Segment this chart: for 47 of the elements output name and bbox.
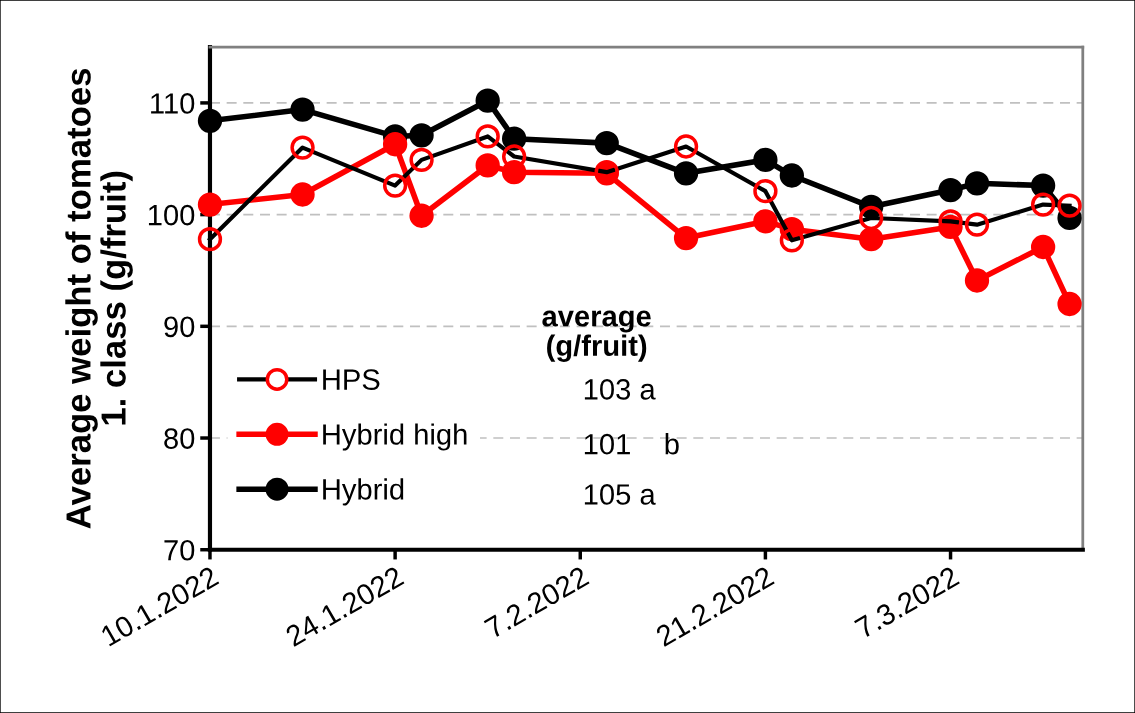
point [475, 153, 500, 178]
point [1030, 234, 1056, 260]
legend-label: HPS [323, 369, 380, 390]
y-tick-label: 70 [164, 539, 195, 561]
point [197, 227, 223, 252]
point [290, 182, 315, 207]
annotation: 105 a [584, 484, 656, 505]
point [1057, 291, 1082, 317]
point [673, 161, 699, 186]
point [938, 177, 963, 203]
point [753, 147, 778, 173]
legend-label: Hybrid high [323, 423, 467, 451]
point [475, 88, 500, 113]
y-tick-label: 90 [164, 316, 195, 338]
point [673, 134, 699, 159]
point [779, 163, 805, 188]
point [197, 108, 223, 133]
point [1030, 192, 1056, 217]
point [1030, 173, 1056, 198]
point [290, 97, 315, 122]
point [382, 173, 408, 198]
point [673, 225, 699, 251]
point [409, 147, 434, 173]
y-tick-label: 110 [151, 93, 195, 114]
point [964, 212, 990, 237]
point [753, 209, 778, 234]
legend-label: Hybrid [323, 478, 404, 506]
point [753, 179, 778, 204]
point [290, 135, 315, 160]
point [964, 171, 990, 196]
annotation: 101 b [584, 433, 679, 455]
y-axis-title: Average weight of tomatoes 1. class (g/fruit) [65, 68, 133, 529]
point [859, 205, 884, 231]
y-tick-label: 100 [148, 204, 195, 226]
point [779, 228, 805, 253]
point [382, 132, 408, 157]
point [475, 124, 500, 149]
point [197, 192, 223, 217]
point [594, 130, 619, 156]
annotation: average (g/fruit) [542, 310, 651, 362]
point [859, 227, 884, 252]
point [409, 203, 434, 228]
y-tick-label: 80 [164, 428, 195, 449]
point [964, 268, 990, 293]
annotation: 103 a [584, 379, 656, 400]
point [1057, 193, 1082, 218]
point [409, 123, 434, 148]
